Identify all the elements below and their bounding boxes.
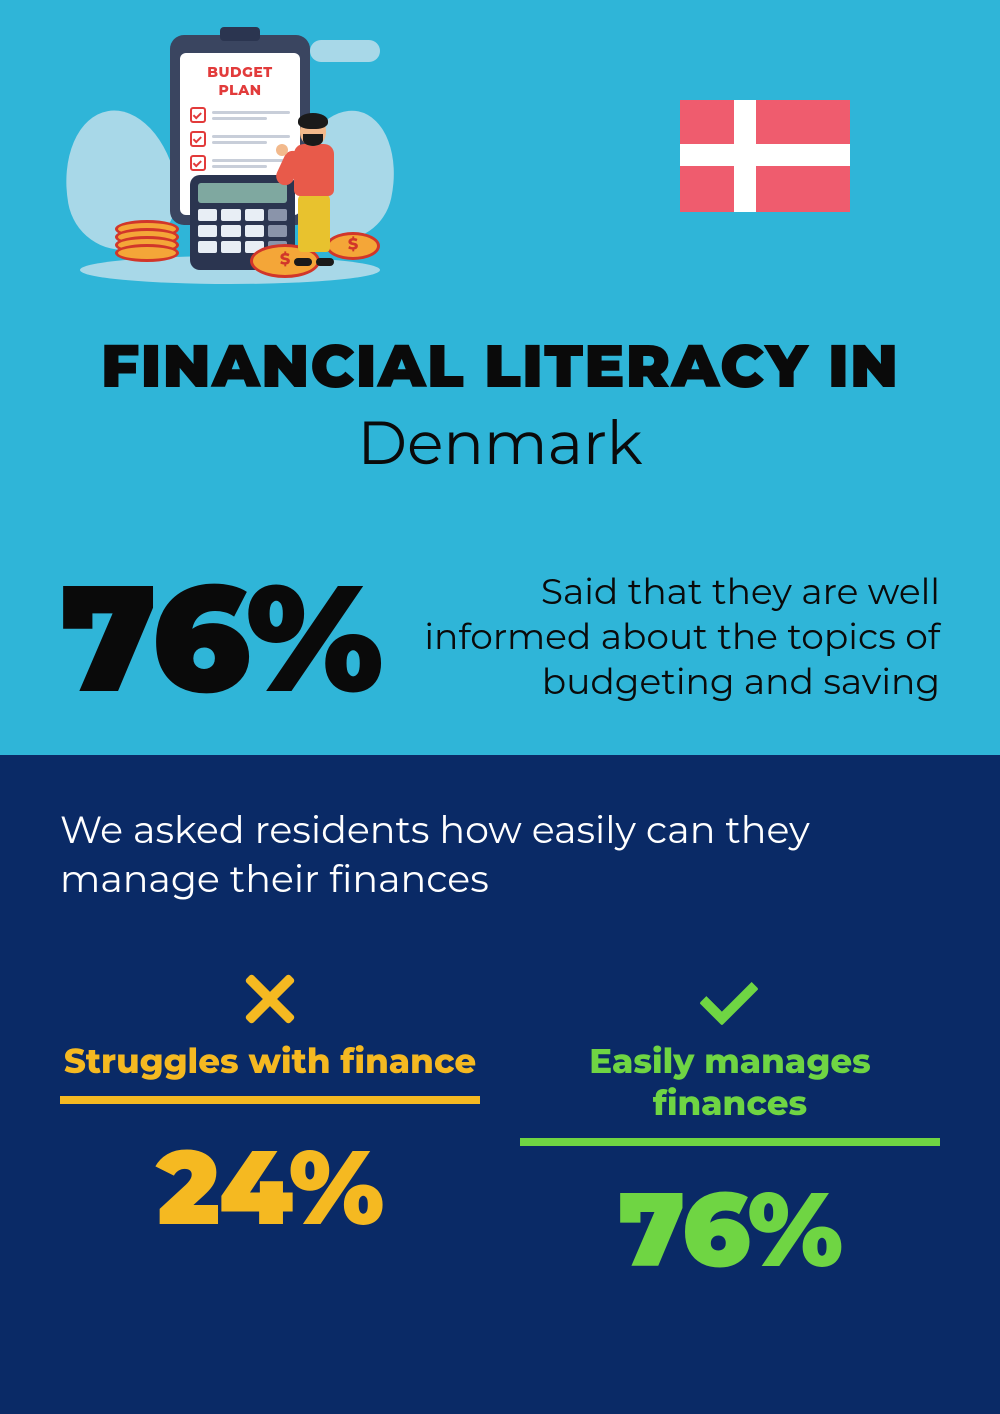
clipboard-title: BUDGET PLAN xyxy=(190,63,290,99)
divider-rule xyxy=(60,1096,480,1104)
infographic-page: BUDGET PLAN xyxy=(0,0,1000,1414)
title-line-2: Denmark xyxy=(60,407,940,480)
struggles-label: Struggles with finance xyxy=(64,1040,476,1082)
denmark-flag-icon xyxy=(680,100,850,212)
text-lines xyxy=(212,159,290,168)
cloud-shape xyxy=(310,40,380,62)
checklist-row xyxy=(190,131,290,147)
clipboard-tab xyxy=(220,27,260,41)
survey-question: We asked residents how easily can they m… xyxy=(60,805,880,904)
x-icon xyxy=(243,972,297,1026)
checkbox-icon xyxy=(190,107,206,123)
manages-percentage: 76% xyxy=(618,1166,842,1293)
coin-stack-icon xyxy=(115,230,179,262)
checkbox-icon xyxy=(190,131,206,147)
checklist-row xyxy=(190,107,290,123)
icon-slot xyxy=(695,964,765,1034)
bottom-section: We asked residents how easily can they m… xyxy=(0,755,1000,1414)
person-icon xyxy=(286,116,342,266)
comparison-row: Struggles with finance 24% Easily manage… xyxy=(60,964,940,1293)
manages-column: Easily manages finances 76% xyxy=(520,964,940,1293)
manages-label: Easily manages finances xyxy=(520,1040,940,1124)
checklist-row xyxy=(190,155,290,171)
title-line-1: FINANCIAL LITERACY IN xyxy=(60,330,940,403)
headline-stat: 76% Said that they are well informed abo… xyxy=(60,570,940,705)
flag-cross-h xyxy=(680,144,850,166)
struggles-percentage: 24% xyxy=(157,1124,384,1251)
headline-description: Said that they are well informed about t… xyxy=(411,570,940,705)
text-lines xyxy=(212,111,290,120)
headline-percentage: 76% xyxy=(60,570,381,705)
text-lines xyxy=(212,135,290,144)
title-block: FINANCIAL LITERACY IN Denmark xyxy=(60,330,940,480)
flag-cross-v xyxy=(734,100,756,212)
budget-illustration: BUDGET PLAN xyxy=(60,30,400,290)
hero-row: BUDGET PLAN xyxy=(60,30,940,290)
icon-slot xyxy=(243,964,297,1034)
check-icon xyxy=(695,974,765,1024)
checkbox-icon xyxy=(190,155,206,171)
top-section: BUDGET PLAN xyxy=(0,0,1000,755)
divider-rule xyxy=(520,1138,940,1146)
struggles-column: Struggles with finance 24% xyxy=(60,964,480,1293)
